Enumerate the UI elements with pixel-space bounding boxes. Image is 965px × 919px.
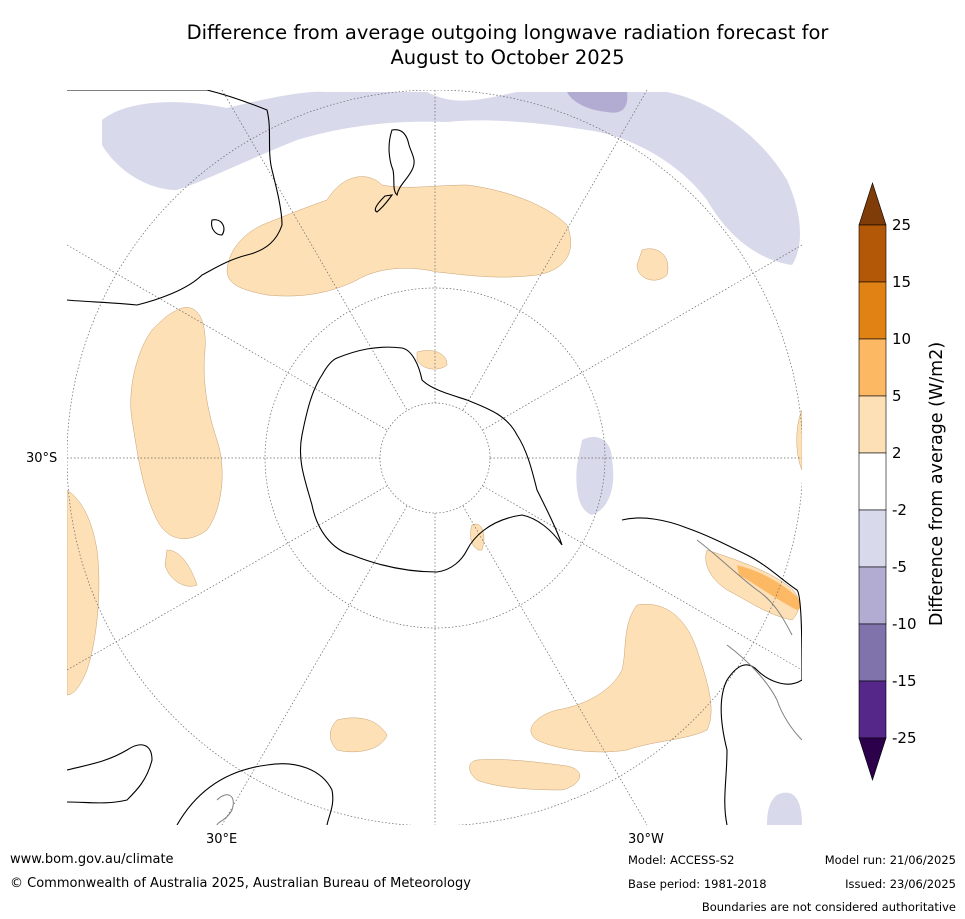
colorbar-bin [858, 452, 887, 511]
graticule [67, 90, 802, 825]
africa-se-coast [176, 763, 334, 825]
colorbar-bin [858, 566, 887, 625]
colorbar-tick-label: -5 [892, 558, 907, 576]
australia-outline [67, 90, 283, 306]
colorbar-tick-label: -25 [892, 729, 917, 747]
colorbar-tick-label: -2 [892, 501, 907, 519]
colorbar-tick-label: 15 [892, 273, 912, 291]
colorbar-tick-label: 25 [892, 216, 912, 234]
map-title: Difference from average outgoing longwav… [0, 20, 965, 70]
antarctica-outline [299, 346, 563, 573]
colorbar-bin [858, 623, 887, 682]
positive-region-east-edge [796, 409, 802, 471]
footer-disclaimer: Boundaries are not considered authoritat… [701, 900, 956, 914]
south-africa-outline [67, 744, 153, 804]
colorbar-label: Difference from average (W/m2) [927, 341, 947, 627]
negative-anomaly-regions [102, 91, 802, 825]
nz-south-island [374, 194, 394, 213]
colorbar-tick-label: 5 [892, 387, 902, 405]
positive-anomaly-regions [67, 176, 802, 791]
country-borders [216, 539, 802, 825]
footer-copyright: © Commonwealth of Australia 2025, Austra… [10, 876, 471, 891]
footer-base-period: Base period: 1981-2018 [628, 877, 767, 891]
colorbar-bin [858, 680, 887, 739]
map-svg [67, 90, 802, 825]
positive-region-south-america [530, 603, 712, 753]
positive-region-nz-band [226, 176, 571, 297]
lat-label-30s: 30°S [26, 451, 58, 466]
positive-region-indian-ocean [130, 307, 223, 539]
footer-issued: Issued: 23/06/2025 [845, 877, 956, 891]
positive-region-antarctic-1 [416, 350, 448, 370]
colorbar-bin [858, 281, 887, 340]
title-line-1: Difference from average outgoing longwav… [186, 21, 829, 44]
colorbar-extend-min [858, 737, 887, 781]
negative-region-east [576, 436, 614, 515]
colorbar-bin [858, 395, 887, 454]
positive-region-andes [705, 549, 800, 621]
colorbar-bin [858, 224, 887, 283]
positive-region-small-1 [636, 248, 669, 281]
colorbar-tick-label: 2 [892, 444, 902, 462]
colorbar-tick-label: -15 [892, 672, 917, 690]
positive-region-west-edge [67, 489, 100, 696]
lon-label-30w: 30°W [628, 832, 664, 847]
negative-5-10-region [567, 92, 628, 113]
footer-model-run: Model run: 21/06/2025 [824, 853, 956, 867]
negative-region-southeast [767, 792, 802, 825]
lon-label-30e: 30°E [206, 832, 238, 847]
tasmania [211, 219, 225, 236]
positive-region-small-2 [164, 549, 198, 587]
title-line-2: August to October 2025 [390, 46, 625, 69]
colorbar-tick-label: -10 [892, 615, 917, 633]
polar-map[interactable] [67, 90, 802, 825]
positive-region-south-band [469, 759, 580, 791]
colorbar-bin [858, 509, 887, 568]
positive-region-sw-patches [330, 717, 388, 753]
positive-region-antarctic-2 [470, 523, 485, 551]
footer-website[interactable]: www.bom.gov.au/climate [10, 852, 174, 867]
positive-5-10-region [737, 565, 801, 610]
nz-north-island [388, 129, 415, 197]
colorbar-tick-label: 10 [892, 330, 912, 348]
colorbar-extend-max [858, 182, 887, 226]
footer-model: Model: ACCESS-S2 [628, 853, 735, 867]
colorbar-bin [858, 338, 887, 397]
negative-region-north [102, 91, 801, 266]
